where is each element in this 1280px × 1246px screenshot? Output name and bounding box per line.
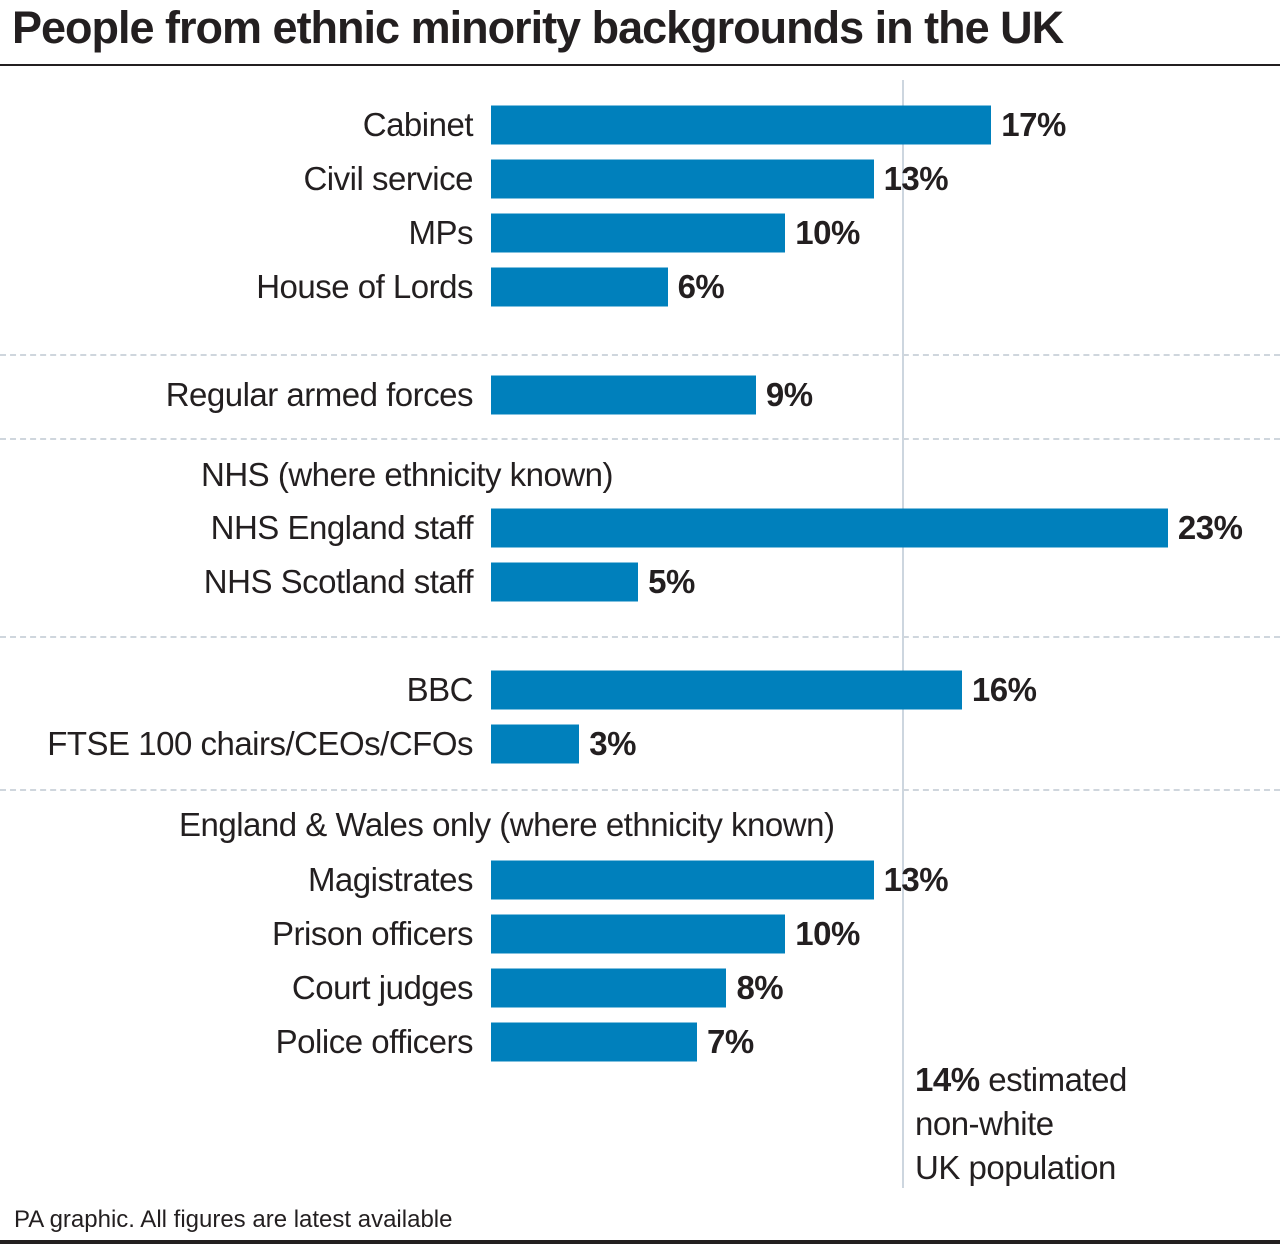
bar — [491, 375, 756, 415]
value-label: 3% — [589, 725, 636, 762]
group-divider — [0, 438, 1280, 440]
bar-label: Prison officers — [272, 915, 473, 952]
bar — [491, 1022, 697, 1062]
value-label: 7% — [707, 1023, 754, 1060]
bar-label: Magistrates — [307, 861, 474, 898]
group-header: NHS (where ethnicity known) — [201, 456, 614, 493]
bar — [491, 267, 668, 307]
bar-label: MPs — [408, 214, 474, 251]
bar-label: FTSE 100 chairs/CEOs/CFOs — [47, 725, 473, 762]
bar — [491, 860, 874, 900]
group-divider — [0, 354, 1280, 356]
reference-text-3: UK population — [915, 1149, 1116, 1186]
value-label: 5% — [648, 563, 695, 600]
bar-label: Regular armed forces — [165, 376, 474, 413]
reference-note: 14% estimated non-white UK population — [915, 1058, 1127, 1190]
bar — [491, 159, 874, 199]
reference-value: 14% — [915, 1061, 980, 1098]
group-divider — [0, 789, 1280, 791]
value-label: 17% — [1001, 106, 1066, 143]
value-label: 13% — [883, 160, 949, 197]
bar-label: Police officers — [275, 1023, 474, 1060]
bar-label: NHS Scotland staff — [203, 563, 474, 600]
reference-text-2: non-white — [915, 1105, 1054, 1142]
bar — [491, 724, 580, 764]
bar — [491, 670, 962, 710]
bar-label: Court judges — [291, 969, 474, 1006]
bottom-rule — [0, 1240, 1280, 1244]
bar-label: NHS England staff — [210, 509, 474, 546]
bar-label: BBC — [406, 671, 474, 708]
value-label: 23% — [1177, 509, 1243, 546]
bar-label: House of Lords — [256, 268, 473, 305]
value-label: 13% — [883, 861, 949, 898]
value-label: 16% — [971, 671, 1037, 708]
value-label: 6% — [677, 268, 725, 305]
bar — [491, 213, 786, 253]
value-label: 10% — [795, 214, 860, 251]
bar-label: Civil service — [303, 160, 473, 197]
bar — [491, 105, 992, 145]
group-header: England & Wales only (where ethnicity kn… — [179, 806, 835, 843]
title-rule — [0, 64, 1280, 66]
bar — [491, 968, 727, 1008]
chart-title: People from ethnic minority backgrounds … — [12, 2, 1064, 53]
bar — [491, 508, 1168, 548]
reference-text-1: estimated — [988, 1061, 1127, 1098]
group-divider — [0, 636, 1280, 638]
bar-label: Cabinet — [362, 106, 474, 143]
bar — [491, 562, 639, 602]
reference-line — [902, 80, 905, 1188]
footer-source: PA graphic. All figures are latest avail… — [14, 1206, 453, 1233]
bar — [491, 914, 786, 954]
value-label: 9% — [765, 376, 813, 413]
value-label: 10% — [795, 915, 860, 952]
value-label: 8% — [736, 969, 784, 1006]
